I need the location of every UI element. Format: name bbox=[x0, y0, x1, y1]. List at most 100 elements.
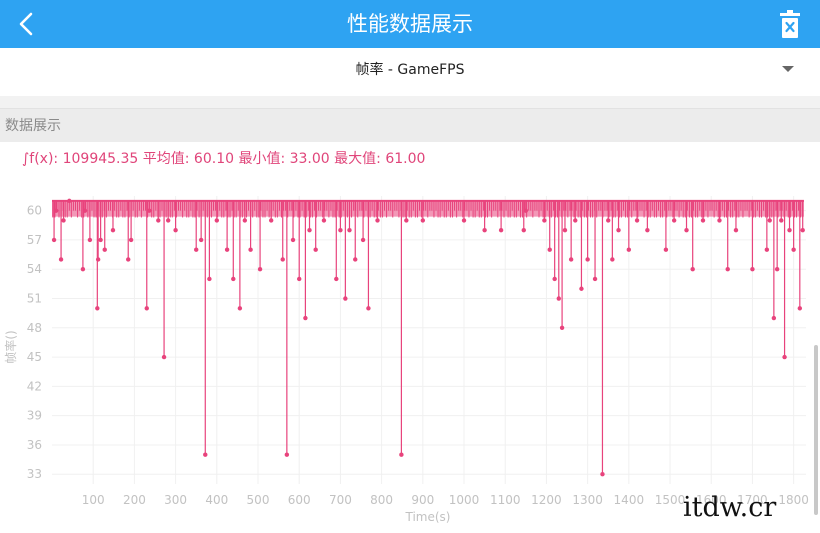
series-point bbox=[161, 354, 167, 360]
section-title: 数据展示 bbox=[5, 118, 61, 134]
series-point bbox=[242, 218, 248, 223]
series-point bbox=[82, 208, 88, 213]
series-point bbox=[568, 257, 574, 262]
series-point bbox=[800, 227, 805, 233]
x-tick-label: 1500 bbox=[655, 493, 686, 507]
series-point bbox=[399, 452, 404, 457]
series-point bbox=[338, 227, 343, 233]
section-header: 数据展示 bbox=[0, 108, 820, 143]
series-point bbox=[203, 452, 208, 457]
series-point bbox=[616, 227, 621, 233]
series-point bbox=[284, 452, 290, 457]
series-point bbox=[733, 227, 739, 233]
series-point bbox=[562, 227, 568, 233]
series-point bbox=[585, 257, 590, 262]
caret-down-icon bbox=[782, 66, 794, 72]
y-tick-label: 60 bbox=[27, 204, 42, 218]
series-point bbox=[58, 257, 64, 262]
delete-button[interactable] bbox=[774, 8, 806, 40]
series-point bbox=[165, 218, 171, 223]
series-point bbox=[347, 227, 352, 233]
series-point bbox=[224, 247, 230, 252]
series-point bbox=[626, 247, 632, 252]
series-point bbox=[51, 237, 57, 243]
series-point bbox=[717, 218, 722, 223]
series-point bbox=[573, 218, 578, 223]
series-point bbox=[774, 267, 780, 272]
selector-label: 帧率 - GameFPS bbox=[355, 62, 465, 78]
series-point bbox=[779, 218, 784, 223]
y-tick-label: 54 bbox=[27, 262, 42, 276]
x-tick-label: 1200 bbox=[531, 493, 562, 507]
series-point bbox=[147, 208, 152, 213]
x-tick-label: 1300 bbox=[572, 493, 603, 507]
series-point bbox=[194, 247, 199, 252]
series-point bbox=[297, 276, 302, 282]
x-tick-label: 1000 bbox=[449, 493, 480, 507]
series-point bbox=[542, 218, 547, 223]
series-point bbox=[87, 237, 93, 243]
series-point bbox=[700, 218, 706, 223]
scrollbar[interactable] bbox=[814, 345, 818, 515]
x-tick-label: 500 bbox=[247, 493, 270, 507]
x-tick-label: 1400 bbox=[614, 493, 645, 507]
series-point bbox=[498, 227, 504, 233]
series-point bbox=[126, 257, 131, 262]
series-point bbox=[634, 218, 640, 223]
x-tick-label: 700 bbox=[329, 493, 352, 507]
series-point bbox=[61, 218, 66, 223]
series-point bbox=[461, 218, 467, 223]
series-point bbox=[552, 276, 557, 282]
series-point bbox=[343, 296, 348, 301]
y-tick-label: 42 bbox=[27, 379, 42, 393]
series-points bbox=[51, 198, 805, 477]
x-tick-label: 1700 bbox=[737, 493, 768, 507]
series-point bbox=[214, 218, 220, 223]
y-axis-label: 帧率() bbox=[3, 330, 18, 363]
fps-chart: 33 36 39 42 45 48 51 54 57 60 100 200 300 400 500 600 7… bbox=[3, 196, 809, 524]
series-point bbox=[198, 237, 204, 243]
series-point bbox=[556, 296, 561, 301]
back-button[interactable] bbox=[6, 6, 46, 42]
y-tick-label: 48 bbox=[27, 321, 42, 335]
series-point bbox=[237, 306, 243, 311]
series-point bbox=[290, 237, 296, 243]
x-tick-label: 800 bbox=[370, 493, 393, 507]
series-point bbox=[156, 218, 161, 223]
series-point bbox=[110, 227, 116, 233]
series-point bbox=[173, 227, 178, 233]
series-point bbox=[231, 276, 236, 282]
series-point bbox=[787, 227, 792, 233]
series-point bbox=[80, 267, 86, 272]
series-point bbox=[420, 218, 426, 223]
page-title: 性能数据展示 bbox=[347, 12, 473, 36]
series-point bbox=[592, 276, 598, 282]
series-point bbox=[128, 237, 134, 243]
stats-summary: ∫f(x): 109945.35 平均值: 60.10 最小值: 33.00 最… bbox=[22, 151, 426, 167]
series-point bbox=[791, 247, 796, 252]
series-point bbox=[375, 218, 380, 223]
series-point bbox=[600, 472, 605, 477]
series-point bbox=[782, 354, 787, 360]
series-point bbox=[690, 267, 695, 272]
y-tick-label: 33 bbox=[27, 467, 42, 481]
series-point bbox=[645, 227, 650, 233]
x-tick-label: 1800 bbox=[778, 493, 809, 507]
watermark-text: itdw.cr bbox=[683, 492, 777, 523]
x-ticks: 100 200 300 400 500 600 700 800 900 1000 1100 1200 1… bbox=[82, 493, 809, 507]
y-tick-label: 57 bbox=[27, 233, 42, 247]
trash-icon bbox=[780, 10, 800, 38]
chart-card: 33 36 39 42 45 48 51 54 57 60 100 200 300 400 500 600 7… bbox=[0, 142, 820, 533]
y-tick-label: 45 bbox=[27, 350, 42, 364]
metric-selector[interactable]: 帧率 - GameFPS bbox=[0, 48, 820, 96]
series-point bbox=[207, 276, 212, 282]
x-axis-label: Time(s) bbox=[405, 510, 451, 524]
series-point bbox=[144, 306, 149, 311]
series-point bbox=[321, 218, 327, 223]
series-point bbox=[671, 218, 677, 223]
series-point bbox=[67, 198, 72, 204]
series-point bbox=[280, 257, 285, 262]
y-ticks: 33 36 39 42 45 48 51 54 57 60 bbox=[27, 204, 42, 482]
series-point bbox=[366, 306, 371, 311]
x-tick-label: 300 bbox=[164, 493, 187, 507]
